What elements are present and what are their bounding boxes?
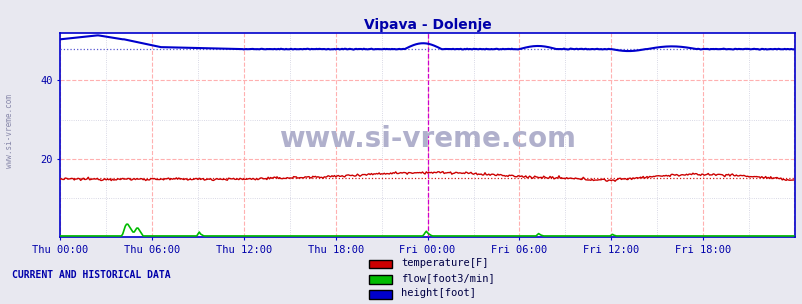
Text: CURRENT AND HISTORICAL DATA: CURRENT AND HISTORICAL DATA — [12, 270, 171, 280]
Text: www.si-vreme.com: www.si-vreme.com — [279, 125, 575, 153]
Text: flow[foot3/min]: flow[foot3/min] — [401, 273, 495, 283]
Text: temperature[F]: temperature[F] — [401, 258, 488, 268]
Text: www.si-vreme.com: www.si-vreme.com — [5, 94, 14, 168]
Title: Vipava - Dolenje: Vipava - Dolenje — [363, 18, 491, 32]
Text: height[foot]: height[foot] — [401, 288, 476, 298]
